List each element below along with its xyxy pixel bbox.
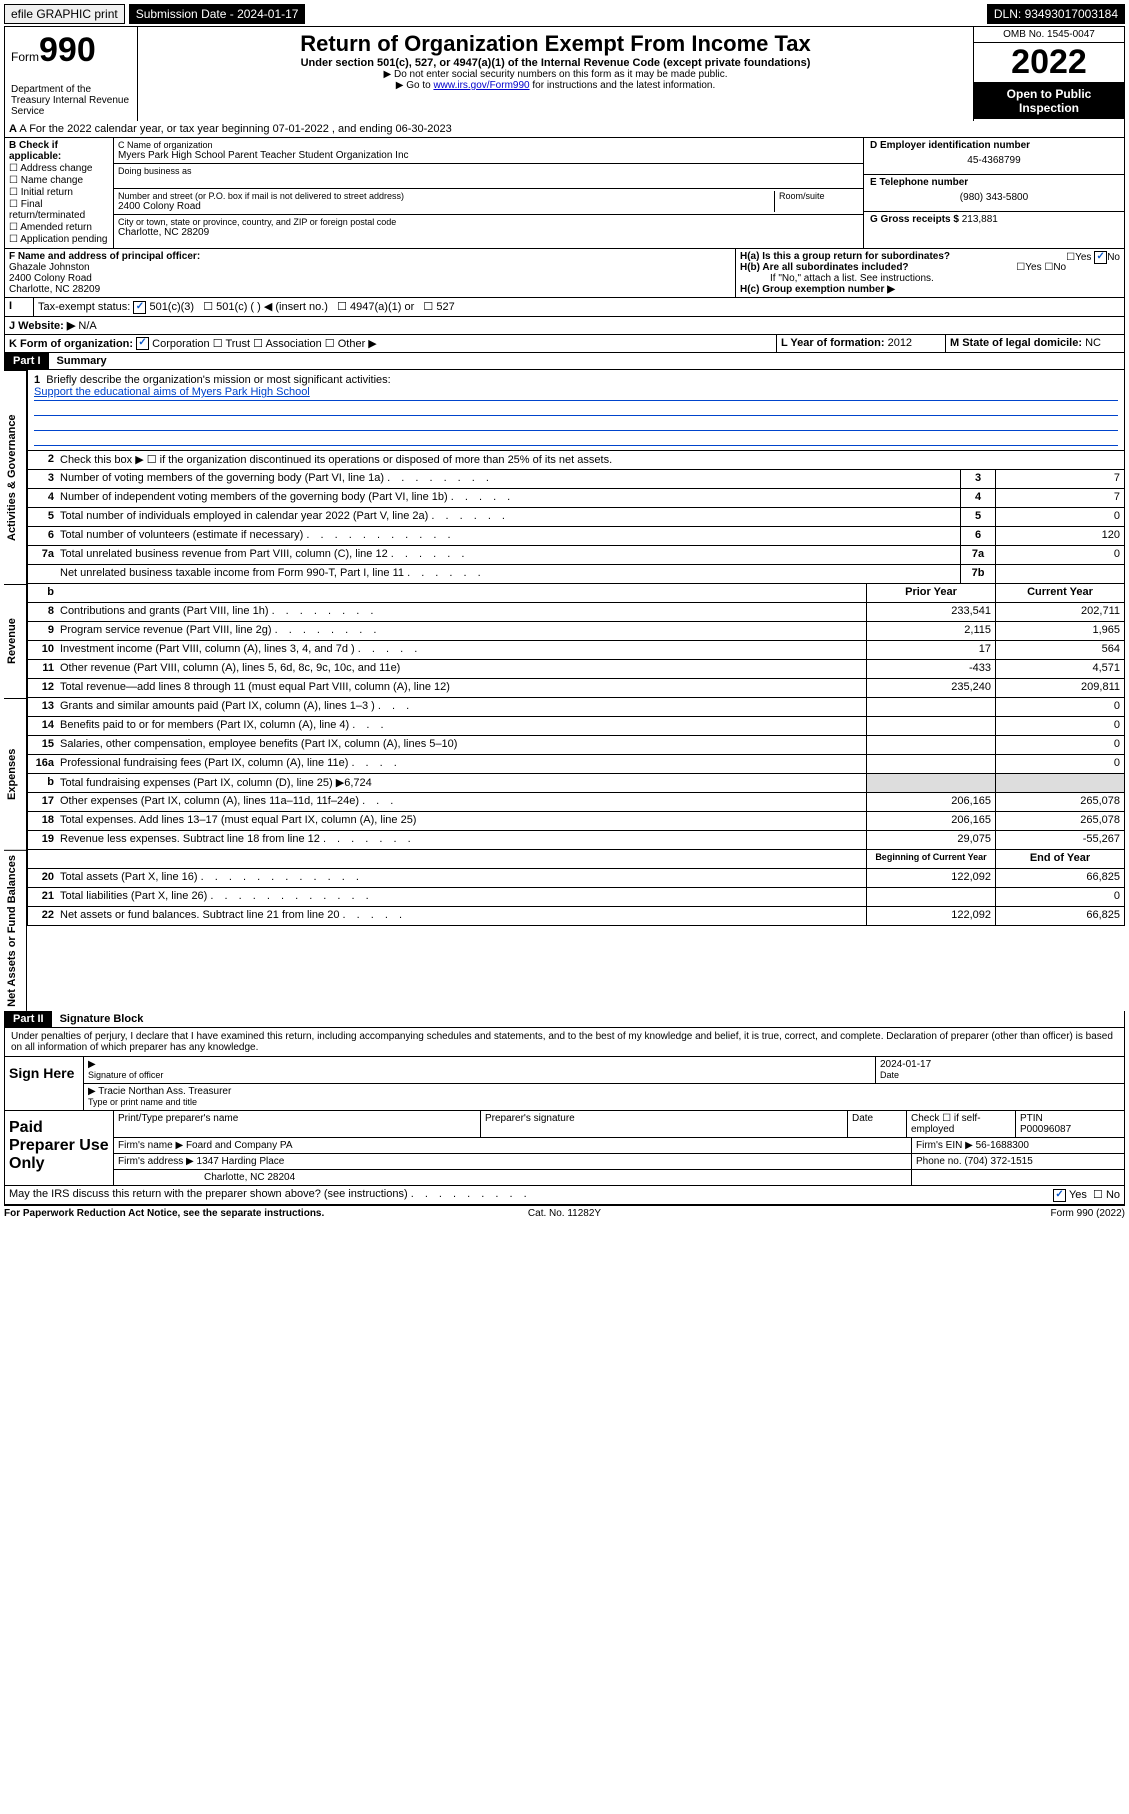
note-link: ▶ Go to www.irs.gov/Form990 for instruct…: [142, 80, 969, 91]
val-7a: 0: [995, 546, 1124, 564]
val-10c: 564: [995, 641, 1124, 659]
form-id: Form990: [11, 31, 131, 70]
501c3-checkbox[interactable]: [133, 301, 146, 314]
form-footer: Form 990 (2022): [751, 1208, 1125, 1219]
irs-link[interactable]: www.irs.gov/Form990: [433, 80, 529, 91]
officer-signed-name: Tracie Northan Ass. Treasurer: [98, 1086, 231, 1097]
val-6: 120: [995, 527, 1124, 545]
form-subtitle: Under section 501(c), 527, or 4947(a)(1)…: [142, 57, 969, 69]
firm-addr2: Charlotte, NC 28204: [114, 1170, 912, 1185]
val-12p: 235,240: [866, 679, 995, 697]
efile-label: efile GRAPHIC print: [4, 4, 125, 24]
row-j: J Website: ▶ N/A: [4, 317, 1125, 335]
open-public-badge: Open to Public Inspection: [974, 83, 1124, 119]
col-current: Current Year: [995, 584, 1124, 602]
val-8c: 202,711: [995, 603, 1124, 621]
entity-block: B Check if applicable: ☐ Address change …: [4, 138, 1125, 249]
year-formed: 2012: [888, 337, 912, 349]
note-ssn: ▶ Do not enter social security numbers o…: [142, 69, 969, 80]
part-ii-header: Part II Signature Block: [4, 1011, 1125, 1028]
cat-no: Cat. No. 11282Y: [378, 1208, 752, 1219]
val-19p: 29,075: [866, 831, 995, 849]
val-10p: 17: [866, 641, 995, 659]
phone: (980) 343-5800: [870, 192, 1118, 203]
h-a-no-checkbox[interactable]: [1094, 251, 1107, 264]
signature-block: Under penalties of perjury, I declare th…: [4, 1028, 1125, 1111]
val-8p: 233,541: [866, 603, 995, 621]
val-14c: 0: [995, 717, 1124, 735]
tax-year: 2022: [974, 43, 1124, 83]
row-klm: K Form of organization: Corporation ☐ Tr…: [4, 335, 1125, 354]
may-discuss-row: May the IRS discuss this return with the…: [4, 1186, 1125, 1205]
val-4: 7: [995, 489, 1124, 507]
discuss-yes-checkbox[interactable]: [1053, 1189, 1066, 1202]
org-street: 2400 Colony Road: [118, 201, 770, 212]
firm-phone: (704) 372-1515: [964, 1156, 1032, 1167]
section-revenue: Revenue: [4, 584, 27, 698]
form-title: Return of Organization Exempt From Incom…: [142, 31, 969, 57]
org-name: Myers Park High School Parent Teacher St…: [118, 150, 859, 161]
form-header: Form990 Department of the Treasury Inter…: [4, 26, 1125, 121]
col-prior: Prior Year: [866, 584, 995, 602]
line-a: A A For the 2022 calendar year, or tax y…: [4, 121, 1125, 138]
col-beginning: Beginning of Current Year: [866, 850, 995, 868]
domicile: NC: [1085, 337, 1101, 349]
dept-label: Department of the Treasury Internal Reve…: [11, 84, 131, 117]
val-3: 7: [995, 470, 1124, 488]
ein: 45-4368799: [870, 155, 1118, 166]
val-5: 0: [995, 508, 1124, 526]
val-16ac: 0: [995, 755, 1124, 773]
val-13c: 0: [995, 698, 1124, 716]
val-21c: 0: [995, 888, 1124, 906]
val-11c: 4,571: [995, 660, 1124, 678]
footer: For Paperwork Reduction Act Notice, see …: [4, 1205, 1125, 1221]
officer-name: Ghazale Johnston: [9, 262, 90, 273]
val-11p: -433: [866, 660, 995, 678]
val-22c: 66,825: [995, 907, 1124, 925]
section-net-assets: Net Assets or Fund Balances: [4, 850, 27, 1011]
firm-addr: 1347 Harding Place: [197, 1156, 285, 1167]
firm-name: Foard and Company PA: [186, 1140, 293, 1151]
section-governance: Activities & Governance: [4, 370, 27, 584]
val-12c: 209,811: [995, 679, 1124, 697]
fgh-block: F Name and address of principal officer:…: [4, 249, 1125, 298]
box-c: C Name of organization Myers Park High S…: [114, 138, 863, 248]
top-bar: efile GRAPHIC print Submission Date - 20…: [4, 4, 1125, 24]
submission-date: Submission Date - 2024-01-17: [129, 4, 306, 24]
corp-checkbox[interactable]: [136, 337, 149, 350]
val-20p: 122,092: [866, 869, 995, 887]
val-19c: -55,267: [995, 831, 1124, 849]
col-end: End of Year: [995, 850, 1124, 868]
omb-number: OMB No. 1545-0047: [974, 27, 1124, 43]
val-9p: 2,115: [866, 622, 995, 640]
mission-text: Support the educational aims of Myers Pa…: [34, 386, 1118, 401]
val-17c: 265,078: [995, 793, 1124, 811]
val-17p: 206,165: [866, 793, 995, 811]
val-9c: 1,965: [995, 622, 1124, 640]
website: N/A: [78, 320, 96, 332]
firm-ein: 56-1688300: [976, 1140, 1029, 1151]
paid-preparer-label: Paid Preparer Use Only: [5, 1111, 114, 1185]
part-i-header: Part I Summary: [4, 353, 1125, 370]
val-15c: 0: [995, 736, 1124, 754]
val-22p: 122,092: [866, 907, 995, 925]
gross-receipts: 213,881: [962, 214, 998, 225]
ptin: P00096087: [1020, 1124, 1071, 1135]
line-1: 1 Briefly describe the organization's mi…: [27, 370, 1125, 451]
box-b: B Check if applicable: ☐ Address change …: [5, 138, 114, 248]
val-7b: [995, 565, 1124, 583]
section-expenses: Expenses: [4, 698, 27, 850]
sign-here-label: Sign Here: [5, 1057, 84, 1110]
org-city: Charlotte, NC 28209: [118, 227, 859, 238]
val-20c: 66,825: [995, 869, 1124, 887]
perjury-declaration: Under penalties of perjury, I declare th…: [5, 1028, 1124, 1056]
paid-preparer-block: Paid Preparer Use Only Print/Type prepar…: [4, 1111, 1125, 1186]
val-18c: 265,078: [995, 812, 1124, 830]
val-18p: 206,165: [866, 812, 995, 830]
sign-date: 2024-01-17: [880, 1059, 931, 1070]
paperwork-notice: For Paperwork Reduction Act Notice, see …: [4, 1208, 378, 1219]
dln: DLN: 93493017003184: [987, 4, 1125, 24]
row-i: I Tax-exempt status: 501(c)(3) ☐ 501(c) …: [4, 298, 1125, 317]
